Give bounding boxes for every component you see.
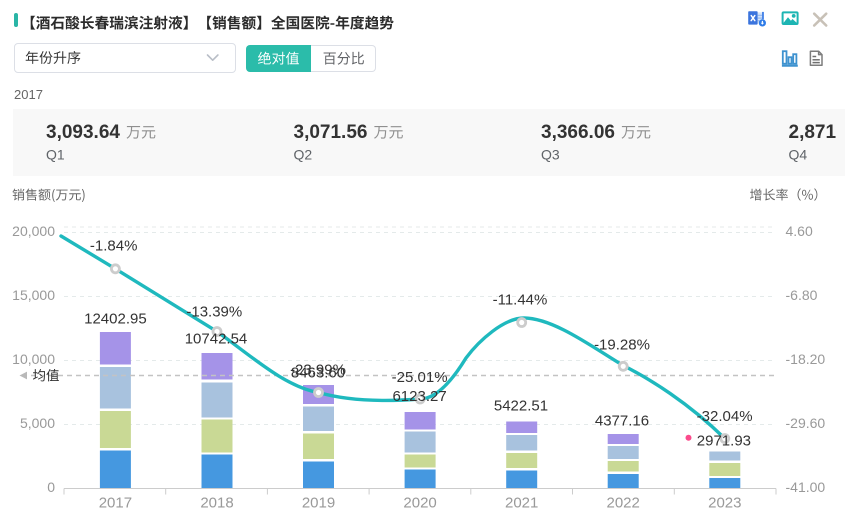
svg-text:3,366.06: 3,366.06 [541,122,615,143]
svg-text:10742.54: 10742.54 [185,330,248,347]
svg-text:-19.28%: -19.28% [594,336,650,353]
svg-text:-6.80: -6.80 [786,287,818,303]
svg-text:2019: 2019 [302,495,335,512]
svg-text:-18.20: -18.20 [786,351,826,367]
svg-text:-32.04%: -32.04% [697,408,753,425]
svg-text:3,093.64: 3,093.64 [46,122,120,143]
svg-text:15,000: 15,000 [12,287,55,303]
svg-text:0: 0 [47,479,55,495]
svg-text:2022: 2022 [607,495,640,512]
svg-text:5422.51: 5422.51 [494,397,548,414]
svg-text:2018: 2018 [200,495,233,512]
svg-text:2020: 2020 [403,495,436,512]
svg-text:-23.99%: -23.99% [290,361,346,378]
svg-text:Q4: Q4 [789,147,808,163]
svg-text:2017: 2017 [99,495,132,512]
svg-text:2971.93: 2971.93 [697,432,751,449]
svg-text:20,000: 20,000 [12,223,55,239]
svg-text:-29.60: -29.60 [786,415,826,431]
svg-text:12402.95: 12402.95 [84,310,147,327]
svg-text:4.60: 4.60 [786,223,813,239]
svg-text:3,071.56: 3,071.56 [294,122,368,143]
svg-text:2017: 2017 [14,87,43,102]
svg-text:-41.00: -41.00 [786,479,826,495]
svg-text:Q2: Q2 [294,147,313,163]
svg-text:8463.60: 8463.60 [291,364,345,381]
svg-text:Q3: Q3 [541,147,560,163]
svg-text:2023: 2023 [708,495,741,512]
svg-text:4377.16: 4377.16 [595,413,649,430]
svg-text:10,000: 10,000 [12,351,55,367]
svg-text:2021: 2021 [505,495,538,512]
svg-text:-11.44%: -11.44% [493,291,548,308]
svg-text:-13.39%: -13.39% [186,304,242,321]
svg-text:-1.84%: -1.84% [90,237,138,254]
svg-text:-25.01%: -25.01% [392,369,448,386]
svg-text:6123.27: 6123.27 [392,388,446,405]
svg-text:Q1: Q1 [46,147,65,163]
svg-text:5,000: 5,000 [20,415,55,431]
svg-text:2,871: 2,871 [789,122,837,143]
